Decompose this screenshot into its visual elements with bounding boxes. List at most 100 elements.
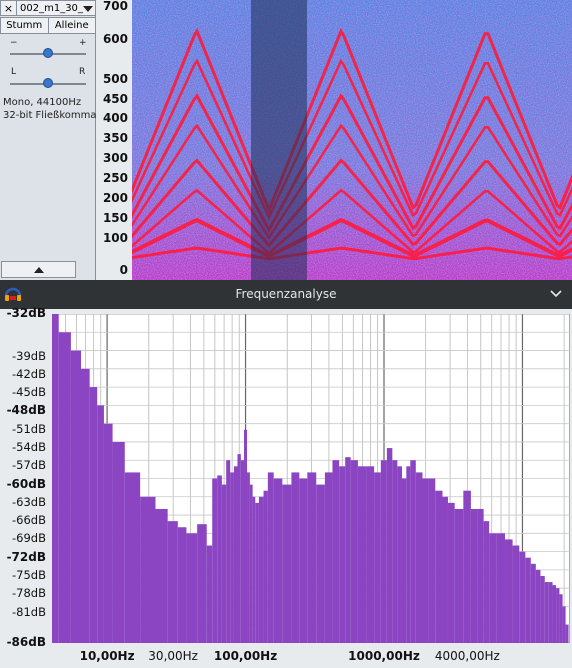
- spectrum-bar: [332, 460, 340, 643]
- spectrum-bar: [240, 460, 245, 643]
- spectrum-bar: [267, 472, 274, 643]
- db-tick-label: -48dB: [6, 403, 46, 418]
- spectrum-bar: [386, 448, 393, 643]
- hz-tick-label: 1000,00Hz: [348, 649, 420, 663]
- spectrum-bar: [525, 557, 531, 643]
- spectrum-bar: [559, 594, 563, 643]
- spectrum-bar: [435, 490, 443, 643]
- spectrum-bar: [58, 332, 71, 643]
- collapse-track-button[interactable]: [1, 261, 76, 278]
- hz-axis: 10,00Hz 30,00Hz 100,00Hz 1000,00Hz 4000,00Hz: [52, 644, 572, 668]
- ruler-tick-label: 500: [102, 72, 128, 86]
- spectrum-bar: [112, 441, 125, 643]
- ruler-tick-label: 350: [102, 131, 128, 145]
- spectrum-bar: [70, 350, 82, 643]
- spectrum-bar: [233, 466, 238, 643]
- db-tick-label: -51dB: [12, 421, 46, 436]
- harmonic-curve: [132, 188, 572, 255]
- ruler-tick-label: 200: [102, 191, 128, 205]
- harmonic-curve: [132, 27, 572, 214]
- spectrum-bar: [552, 585, 557, 643]
- spectrum-bar: [237, 454, 241, 643]
- spectrum-bars: [52, 314, 569, 643]
- ruler-tick-label: 700: [102, 0, 128, 13]
- spectrum-bar: [247, 472, 250, 643]
- harmonic-curve: [132, 58, 572, 221]
- spectrum-bar: [544, 582, 549, 643]
- pan-left-label: L: [11, 67, 17, 77]
- harmonic-curve: [132, 123, 572, 240]
- db-tick-label: -66dB: [12, 513, 46, 528]
- spectrum-bar: [81, 368, 90, 643]
- spectrum-bar: [380, 460, 387, 643]
- spectrum-bar: [324, 472, 333, 643]
- db-axis: -32dB -39dB -42dB -45dB -48dB -51dB -54dB -57dB…: [0, 306, 52, 649]
- track-format-info: Mono, 44100Hz: [3, 97, 82, 108]
- pan-right-label: R: [79, 67, 86, 77]
- db-tick-label: -75dB: [12, 567, 46, 582]
- db-tick-label: -39dB: [12, 348, 46, 363]
- spectrum-bar: [505, 539, 513, 643]
- pan-slider-thumb[interactable]: [43, 78, 53, 88]
- spectrum-bar: [477, 508, 484, 643]
- spectrum-bar: [489, 533, 497, 643]
- hz-tick-label: 10,00Hz: [79, 649, 135, 663]
- spectrum-bar: [339, 466, 346, 643]
- hz-tick-label: 4000,00Hz: [434, 649, 500, 663]
- spectrum-bar: [186, 533, 198, 643]
- ruler-tick-label: 400: [102, 111, 128, 125]
- harmonic-curve: [132, 218, 572, 259]
- spectrum-bar: [374, 472, 381, 643]
- spectrum-bar: [177, 527, 187, 643]
- db-tick-label: -57dB: [12, 458, 46, 473]
- frequency-analysis-plot: -32dB -39dB -42dB -45dB -48dB -51dB -54dB -57dB…: [0, 306, 572, 668]
- track-control-panel: × 002_m1_30_ Stumm Alleine − + L R Mono,…: [0, 0, 96, 280]
- spectrum-bar: [221, 484, 227, 643]
- spectrum-bar: [562, 606, 566, 643]
- db-tick-label: -72dB: [6, 549, 46, 564]
- chevron-up-icon: [34, 267, 44, 273]
- spectrum-bar: [565, 624, 569, 643]
- time-selection[interactable]: [251, 0, 307, 280]
- spectrum-bar: [212, 478, 218, 643]
- track-sample-format-info: 32-bit Fließkomma: [3, 110, 97, 121]
- solo-button[interactable]: Alleine: [48, 17, 96, 34]
- ruler-tick-label: 600: [102, 32, 128, 46]
- pan-slider[interactable]: [10, 77, 86, 91]
- harmonic-curve: [132, 246, 572, 261]
- db-tick-label: -63dB: [12, 494, 46, 509]
- spectrum-bar: [258, 496, 264, 643]
- dialog-title-bar[interactable]: Frequenzanalyse: [0, 280, 572, 309]
- db-tick-label: -86dB: [6, 635, 46, 649]
- dialog-title: Frequenzanalyse: [235, 287, 337, 301]
- ruler-tick-label: 0: [119, 263, 128, 277]
- spectrum-bar: [124, 472, 141, 643]
- spectrum-bar: [197, 524, 207, 643]
- chevron-down-icon[interactable]: [550, 289, 562, 299]
- spectrum-bar: [89, 387, 98, 643]
- spectrum-bar: [206, 545, 213, 643]
- spectrum-bar: [307, 472, 317, 643]
- spectrum-bar: [397, 466, 402, 643]
- track-name-menu[interactable]: 002_m1_30_: [17, 0, 96, 16]
- spectrum-chart[interactable]: [52, 314, 570, 643]
- spectrum-bar: [345, 457, 351, 643]
- spectrum-bar: [140, 496, 156, 643]
- ruler-tick-label: 250: [102, 171, 128, 185]
- gain-slider-thumb[interactable]: [43, 48, 53, 58]
- spectrum-bar: [230, 472, 234, 643]
- spectrum-bar: [350, 460, 358, 643]
- spectrum-bar: [454, 508, 464, 643]
- db-tick-label: -60dB: [6, 476, 46, 491]
- spectrum-bar: [155, 508, 168, 643]
- spectrum-bar: [463, 490, 471, 643]
- spectrum-bar: [483, 521, 490, 643]
- track-close-button[interactable]: ×: [0, 0, 17, 16]
- spectrum-bar: [512, 545, 520, 643]
- spectrogram-harmonics: [132, 27, 572, 261]
- mute-button[interactable]: Stumm: [0, 17, 49, 34]
- gain-slider[interactable]: [10, 47, 86, 61]
- spectrum-bar: [447, 502, 455, 643]
- spectrogram-view[interactable]: [132, 0, 572, 280]
- gain-minus-label: −: [10, 38, 18, 48]
